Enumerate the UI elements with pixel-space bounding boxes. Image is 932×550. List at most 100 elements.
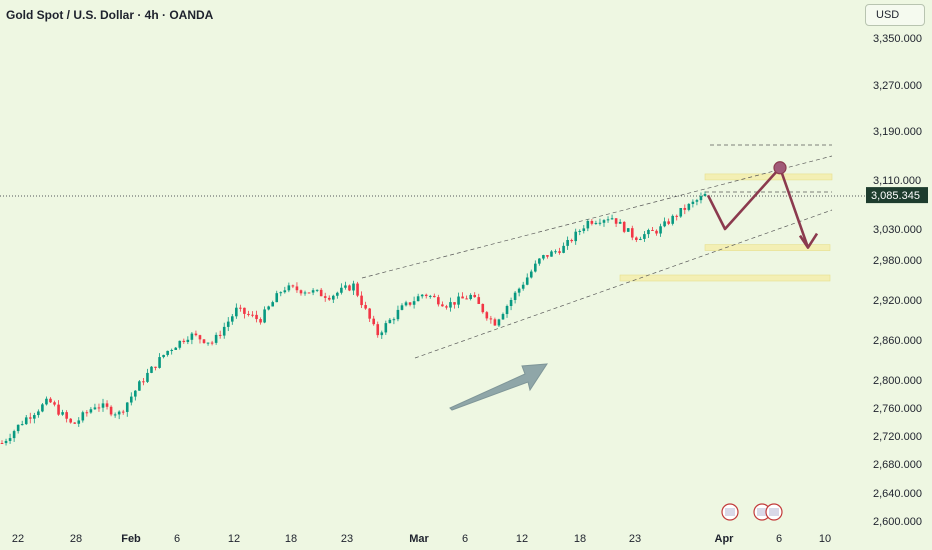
candle-body	[594, 222, 598, 224]
price-tick-label: 2,980.000	[873, 255, 922, 267]
price-tick-label: 3,030.000	[873, 224, 922, 236]
candle-body	[251, 314, 254, 316]
candle-body	[271, 302, 274, 307]
candle-body	[24, 417, 28, 425]
candle-body	[521, 284, 525, 289]
candle-body	[315, 289, 319, 291]
candle-body	[695, 200, 699, 202]
candles-layer	[0, 191, 707, 446]
candle-body	[501, 314, 505, 320]
candle-body	[699, 196, 703, 201]
candle-body	[364, 305, 367, 309]
candle-body	[65, 412, 68, 419]
candle-body	[109, 406, 113, 415]
currency-button[interactable]: USD	[865, 4, 925, 26]
time-tick-label: Mar	[409, 533, 429, 545]
flags-layer	[721, 503, 783, 521]
candle-body	[606, 219, 610, 221]
time-tick-label: 18	[285, 533, 297, 545]
price-zone	[704, 244, 831, 251]
candle-body	[416, 296, 420, 302]
candle-body	[28, 417, 32, 419]
candle-body	[582, 228, 586, 231]
candle-body	[138, 381, 141, 391]
price-tick-label: 2,680.000	[873, 459, 922, 471]
candle-body	[101, 403, 105, 408]
projection-path	[706, 166, 810, 249]
candle-body	[37, 411, 40, 416]
candle-body	[319, 289, 323, 297]
candle-body	[307, 292, 311, 294]
candle-body	[327, 297, 331, 300]
candle-body	[437, 297, 440, 305]
candle-body	[352, 283, 355, 291]
candle-body	[554, 251, 557, 253]
candle-body	[33, 415, 36, 419]
event-flag-stripes	[769, 508, 779, 516]
candle-body	[336, 292, 339, 296]
candle-body	[323, 296, 327, 298]
trend-arrow-layer	[449, 363, 548, 411]
candle-body	[226, 321, 230, 327]
candle-body	[546, 255, 549, 257]
candle-body	[162, 354, 165, 358]
candle-body	[659, 226, 662, 234]
candle-body	[457, 296, 460, 305]
candle-body	[113, 414, 117, 416]
candle-body	[356, 283, 359, 296]
candle-body	[614, 218, 618, 224]
candle-body	[235, 307, 238, 317]
candle-body	[267, 306, 270, 310]
candle-body	[125, 402, 129, 412]
candle-body	[178, 340, 182, 348]
candle-body	[626, 228, 630, 232]
candle-body	[441, 304, 444, 307]
candle-body	[166, 350, 169, 355]
candle-body	[534, 263, 537, 272]
time-tick-label: 6	[776, 533, 782, 545]
candle-body	[655, 230, 658, 234]
candle-body	[493, 319, 497, 326]
candle-body	[578, 230, 582, 232]
candle-body	[420, 294, 424, 297]
candle-body	[368, 308, 371, 319]
projection-layer	[706, 161, 819, 249]
candle-body	[622, 221, 626, 232]
candle-body	[400, 305, 404, 310]
candle-body	[469, 294, 472, 300]
candle-body	[630, 228, 634, 238]
candle-body	[635, 237, 638, 241]
candle-body	[142, 381, 145, 383]
candle-body	[348, 285, 351, 291]
candle-body	[570, 240, 573, 242]
candle-body	[453, 302, 456, 305]
candle-body	[408, 302, 412, 305]
candle-body	[643, 234, 646, 239]
candle-body	[647, 229, 650, 235]
candle-body	[372, 318, 376, 325]
candle-body	[671, 215, 674, 224]
time-tick-label: 23	[629, 533, 641, 545]
candle-body	[53, 402, 56, 405]
candle-body	[550, 251, 553, 257]
time-tick-label: 6	[174, 533, 180, 545]
candle-body	[186, 339, 190, 342]
candle-body	[639, 238, 642, 241]
candle-body	[703, 193, 707, 197]
time-axis: 22 28 Feb 6 12 18 23 Mar 6 12 18 23 Apr 6 10	[12, 533, 831, 545]
candle-body	[41, 404, 44, 412]
time-tick-label: Apr	[715, 533, 735, 545]
price-tick-label: 2,600.000	[873, 516, 922, 528]
candle-body	[360, 295, 363, 306]
candle-body	[558, 251, 561, 253]
candle-body	[477, 297, 481, 304]
candle-body	[509, 299, 513, 307]
candle-body	[117, 411, 121, 415]
candle-body	[61, 412, 64, 415]
candle-body	[610, 218, 614, 220]
candle-body	[598, 222, 602, 224]
candle-body	[194, 333, 198, 336]
projection-arrowhead	[798, 232, 819, 249]
candle-body	[449, 302, 452, 308]
